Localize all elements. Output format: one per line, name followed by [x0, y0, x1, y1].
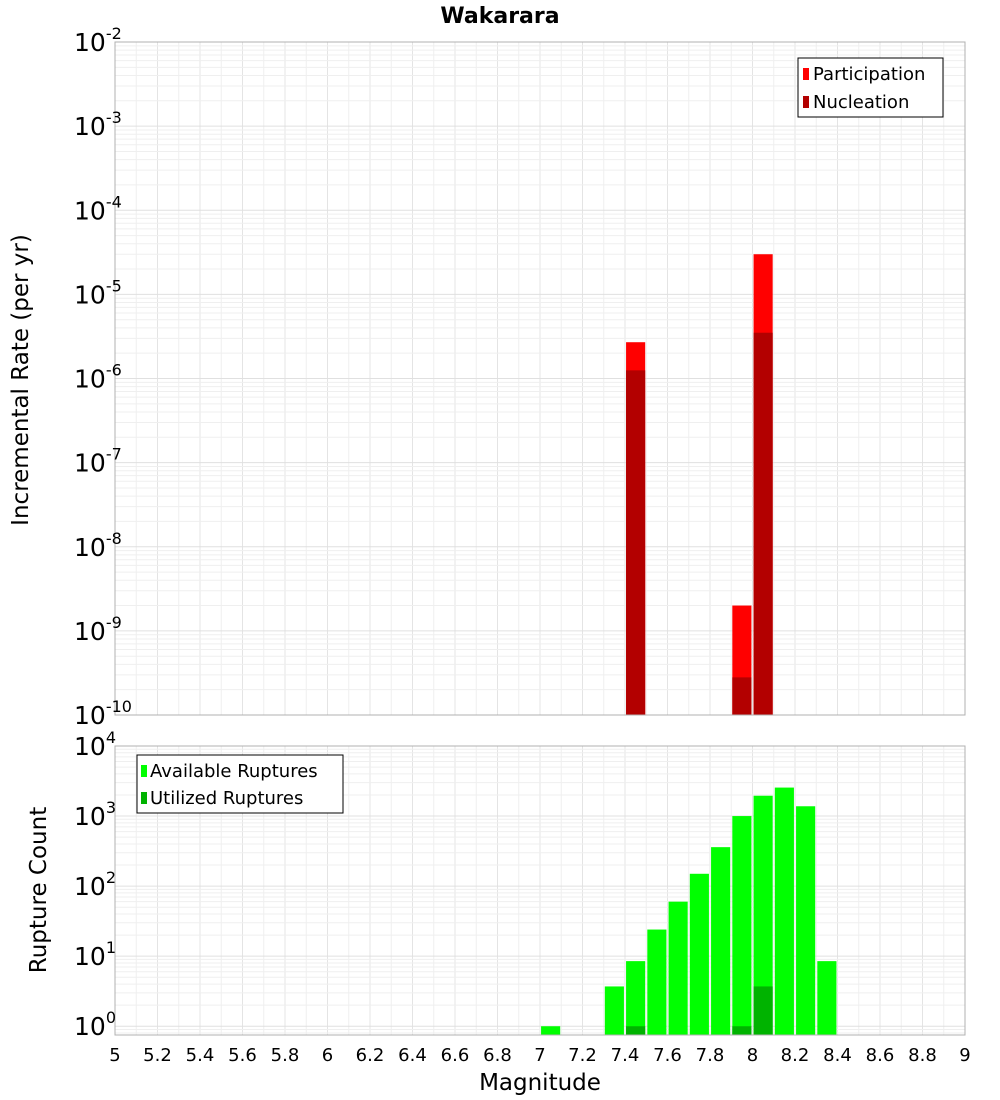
bar-utilized-ruptures-8.05	[753, 986, 773, 1035]
y-tick-label: 104	[74, 728, 116, 761]
rate-plot-frame	[114, 41, 966, 716]
bar-nucleation-7.95	[732, 677, 752, 715]
x-tick-label: 6.8	[483, 1045, 512, 1066]
y-tick-label: 10-3	[74, 108, 122, 141]
legend-label-utilized: Utilized Ruptures	[150, 788, 303, 809]
x-tick-label: 7	[534, 1045, 545, 1066]
legend-label-available: Available Ruptures	[150, 761, 318, 782]
bar-available-ruptures-8.15	[774, 787, 794, 1035]
bar-nucleation-7.45	[626, 370, 646, 715]
count-plot-frame	[114, 745, 966, 1036]
bar-utilized-ruptures-7.95	[732, 1026, 752, 1035]
count-plot-y-ticks: 100 101 102 103 104	[74, 728, 116, 1041]
y-tick-label: 103	[74, 798, 116, 831]
y-tick-label: 101	[74, 938, 116, 971]
y-tick-label: 10-8	[74, 529, 122, 562]
count-plot-legend: Available Ruptures Utilized Ruptures	[136, 754, 344, 814]
bar-available-ruptures-7.95	[732, 816, 752, 1035]
x-tick-label: 5.2	[143, 1045, 172, 1066]
x-tick-label: 5.8	[271, 1045, 300, 1066]
x-tick-label: 6	[322, 1045, 333, 1066]
x-axis-label: Magnitude	[479, 1070, 601, 1096]
rate-plot-y-ticks: 10-10 10-9 10-8 10-7 10-6 10-5 10-4 10-3 10-2	[74, 24, 132, 730]
y-tick-label: 10-10	[74, 697, 132, 730]
rate-plot-y-label: Incremental Rate (per yr)	[8, 234, 34, 526]
chart-title: Wakarara	[440, 4, 559, 29]
x-tick-label: 7.8	[696, 1045, 725, 1066]
bar-nucleation-8.05	[753, 332, 773, 715]
count-plot-y-label: Rupture Count	[26, 807, 52, 973]
x-tick-label: 6.6	[441, 1045, 470, 1066]
bar-available-ruptures-7.45	[626, 961, 646, 1035]
x-tick-label: 7.2	[568, 1045, 597, 1066]
bar-available-ruptures-8.05	[753, 795, 773, 1035]
legend-swatch-available	[141, 765, 147, 777]
count-plot-bars	[541, 787, 837, 1035]
x-tick-label: 8.6	[866, 1045, 895, 1066]
bar-available-ruptures-8.35	[817, 961, 837, 1035]
x-tick-label: 7.6	[653, 1045, 682, 1066]
bar-available-ruptures-7.65	[668, 901, 688, 1035]
x-tick-label: 6.4	[398, 1045, 427, 1066]
rate-plot-grid	[114, 42, 966, 716]
y-tick-label: 10-4	[74, 192, 122, 225]
rate-plot: 10-10 10-9 10-8 10-7 10-6 10-5 10-4 10-3 10-2 In…	[8, 24, 966, 730]
bar-available-ruptures-7.05	[541, 1026, 561, 1035]
x-tick-label: 8.4	[823, 1045, 852, 1066]
x-tick-label: 8.8	[908, 1045, 937, 1066]
rate-plot-bars	[626, 254, 773, 715]
rate-legend-box	[797, 57, 944, 118]
y-tick-label: 102	[74, 868, 116, 901]
count-legend-box	[136, 754, 344, 814]
bar-utilized-ruptures-7.45	[626, 1026, 646, 1035]
y-tick-label: 10-9	[74, 613, 122, 646]
x-tick-label: 5.6	[228, 1045, 257, 1066]
bar-available-ruptures-7.85	[711, 847, 731, 1035]
legend-label-nucleation: Nucleation	[813, 92, 909, 113]
bar-available-ruptures-8.25	[796, 806, 816, 1035]
x-tick-label: 5	[109, 1045, 120, 1066]
legend-label-participation: Participation	[813, 64, 925, 85]
legend-swatch-nucleation	[803, 96, 809, 108]
bar-available-ruptures-7.75	[689, 873, 709, 1035]
x-tick-label: 8	[747, 1045, 758, 1066]
rupture-count-plot: 100 101 102 103 104 5 5.2 5.4 5.6 5.8 6 6.2 6.4 6.6 6…	[26, 728, 971, 1096]
x-tick-label: 9	[959, 1045, 970, 1066]
x-tick-label: 7.4	[611, 1045, 640, 1066]
bar-available-ruptures-7.35	[604, 986, 624, 1035]
x-tick-label: 5.4	[186, 1045, 215, 1066]
y-tick-label: 100	[74, 1008, 116, 1041]
y-tick-label: 10-2	[74, 24, 122, 57]
rate-plot-legend: Participation Nucleation	[797, 57, 944, 118]
y-tick-label: 10-7	[74, 445, 122, 478]
legend-swatch-participation	[803, 68, 809, 80]
x-tick-label: 6.2	[356, 1045, 385, 1066]
x-tick-label: 8.2	[781, 1045, 810, 1066]
magnitude-x-ticks: 5 5.2 5.4 5.6 5.8 6 6.2 6.4 6.6 6.8 7 7.2 7.4 7.6 7.8 8…	[109, 1045, 970, 1066]
y-tick-label: 10-5	[74, 276, 122, 309]
legend-swatch-utilized	[141, 792, 147, 804]
bar-available-ruptures-7.55	[647, 929, 667, 1035]
y-tick-label: 10-6	[74, 361, 122, 394]
